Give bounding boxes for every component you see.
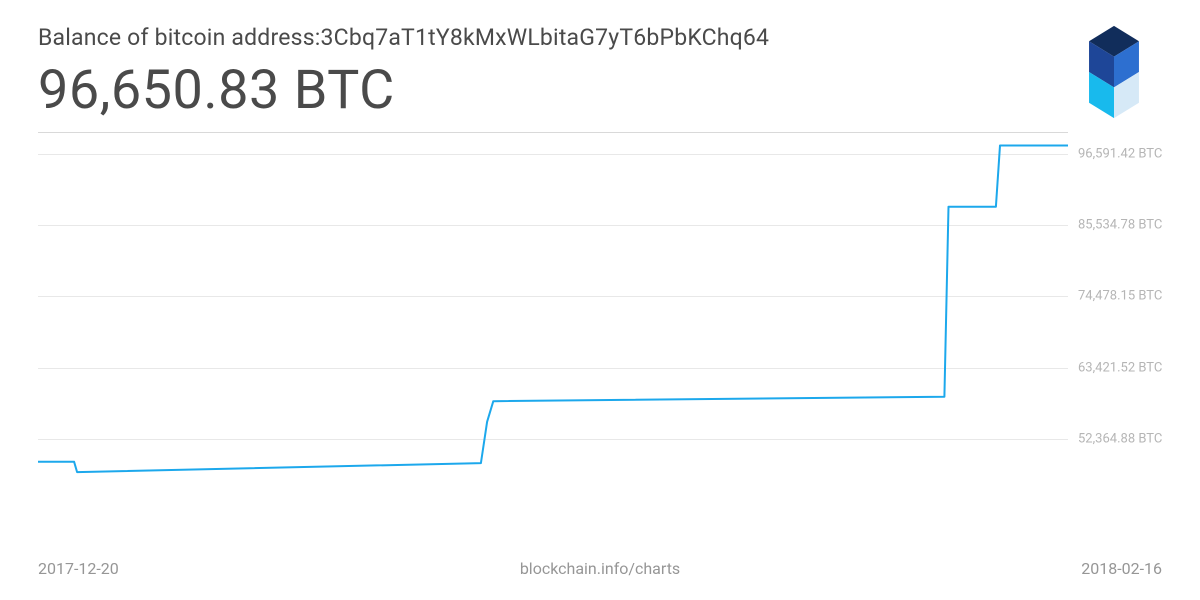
y-axis-label: 85,534.78 BTC [1078,218,1162,233]
balance-value: 96,650.83 BTC [38,59,1162,122]
chart-card: Balance of bitcoin address:3Cbq7aT1tY8kM… [0,0,1200,600]
balance-chart: 96,591.42 BTC 85,534.78 BTC 74,478.15 BTC 6… [38,132,1162,512]
x-start-label: 2017-12-20 [38,559,119,578]
y-axis-label: 63,421.52 BTC [1078,360,1162,375]
x-end-label: 2018-02-16 [1081,559,1162,578]
header: Balance of bitcoin address:3Cbq7aT1tY8kM… [38,24,1162,122]
blockchain-logo-icon [1066,24,1162,120]
watermark: blockchain.info/charts [520,559,680,578]
y-axis-label: 74,478.15 BTC [1078,289,1162,304]
y-axis-label: 96,591.42 BTC [1078,146,1162,161]
subtitle: Balance of bitcoin address:3Cbq7aT1tY8kM… [38,24,1162,51]
footer: 2017-12-20 blockchain.info/charts 2018-0… [38,559,1162,578]
line-series [38,132,1068,512]
y-axis-label: 52,364.88 BTC [1078,431,1162,446]
